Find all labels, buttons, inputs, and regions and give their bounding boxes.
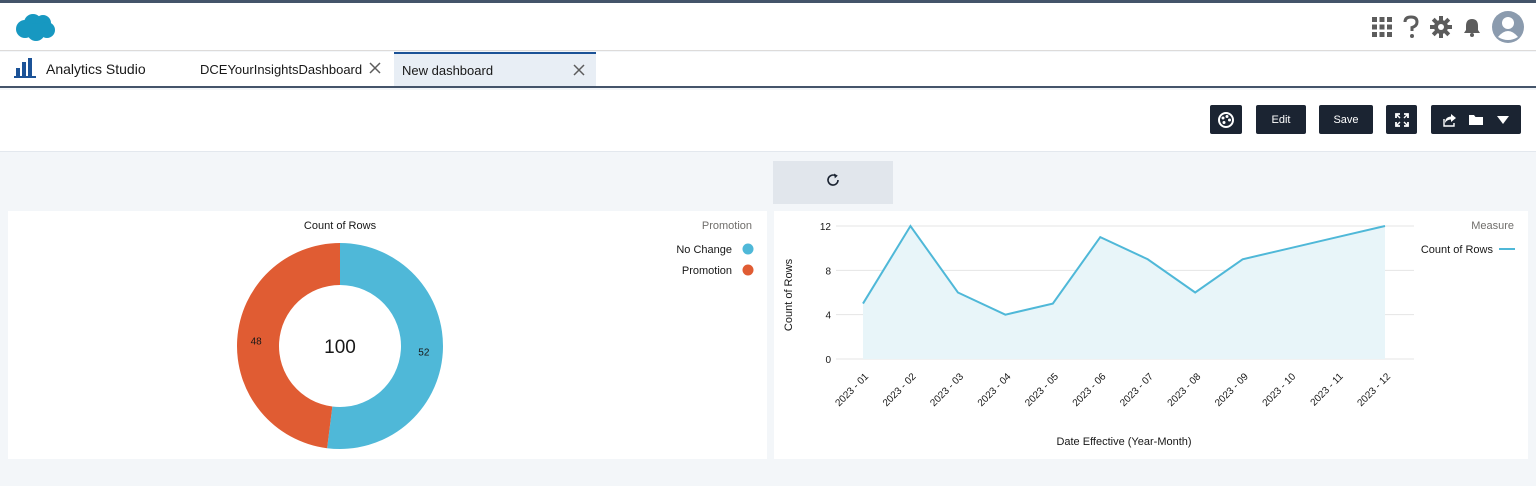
line-chart: 0 4 8 12 2023 - 01 2023 - 02 2023 - 03 2023 - … [783,220,1515,448]
user-avatar-icon[interactable] [1492,11,1524,43]
x-tick-label: 2023 - 02 [881,371,919,409]
x-tick-label: 2023 - 04 [976,371,1014,409]
slice-value-label: 52 [418,347,430,358]
analytics-bar-chart-icon [14,57,36,81]
save-button[interactable]: Save [1319,105,1373,134]
legend-item-label: No Change [676,244,732,256]
x-tick-label: 2023 - 12 [1355,371,1393,409]
close-icon[interactable] [368,61,382,75]
y-tick-label: 4 [825,311,831,322]
line-chart-widget[interactable]: 0 4 8 12 2023 - 01 2023 - 02 2023 - 03 2023 - … [774,211,1528,459]
notifications-bell-icon[interactable] [1462,17,1482,37]
y-axis-label: Count of Rows [783,258,795,331]
legend-title: Measure [1471,220,1514,232]
legend-swatch[interactable] [742,264,754,276]
fullscreen-button[interactable] [1386,105,1417,134]
y-tick-label: 0 [825,355,831,366]
series-line [862,224,1386,316]
y-tick-label: 12 [820,222,832,233]
slice-value-label: 48 [251,337,263,348]
tab-bar: Analytics Studio DCEYourInsightsDashboar… [0,52,1536,88]
tab-dceyourinsightsdashboard[interactable]: DCEYourInsightsDashboard [192,52,392,86]
caret-down-icon[interactable] [1496,115,1509,124]
dashboard-toolbar: Edit Save [0,90,1536,152]
x-tick-label: 2023 - 06 [1071,371,1109,409]
legend-swatch[interactable] [742,243,754,255]
top-accent-bar [0,0,1536,3]
donut-slice-no-change[interactable] [327,243,443,449]
theme-palette-button[interactable] [1210,105,1242,134]
app-name-label: Analytics Studio [46,61,146,77]
x-tick-label: 2023 - 11 [1309,371,1346,408]
tab-new-dashboard[interactable]: New dashboard [394,52,596,86]
help-icon[interactable] [1402,15,1420,39]
tab-label: DCEYourInsightsDashboard [200,61,363,77]
donut-chart: Count of Rows 100 52 48 Promotion No Chan… [236,220,754,449]
legend-title: Promotion [702,220,752,232]
setup-gear-icon[interactable] [1430,16,1452,38]
x-axis-label: Date Effective (Year-Month) [1056,436,1191,448]
x-tick-label: 2023 - 09 [1213,371,1251,409]
donut-slice-promotion[interactable] [236,243,340,449]
folder-icon[interactable] [1469,113,1484,126]
app-title[interactable]: Analytics Studio [14,52,146,86]
legend-item-label: Count of Rows [1421,244,1494,256]
donut-center-total: 100 [324,337,356,358]
app-launcher-icon[interactable] [1372,17,1392,37]
global-header [0,3,1536,51]
x-tick-label: 2023 - 03 [928,371,966,409]
chart-title: Count of Rows [304,220,377,232]
refresh-button[interactable] [773,161,893,204]
share-icon[interactable] [1443,113,1457,127]
series-area [863,226,1385,359]
x-tick-label: 2023 - 07 [1118,371,1156,409]
theme-palette-icon [1218,111,1234,128]
close-icon[interactable] [572,63,586,77]
edit-button[interactable]: Edit [1256,105,1306,134]
x-tick-label: 2023 - 01 [833,371,871,409]
x-tick-label: 2023 - 05 [1023,371,1061,409]
salesforce-logo-icon[interactable] [14,12,56,47]
tab-label: New dashboard [402,62,494,78]
refresh-icon [826,173,840,192]
x-tick-label: 2023 - 08 [1166,371,1204,409]
legend-item-label: Promotion [682,265,732,277]
x-tick-label: 2023 - 10 [1261,371,1299,409]
share-actions-group [1431,105,1521,134]
fullscreen-icon [1394,112,1409,127]
donut-chart-widget[interactable]: Count of Rows 100 52 48 Promotion No Chan… [8,211,767,459]
y-tick-label: 8 [825,266,831,277]
